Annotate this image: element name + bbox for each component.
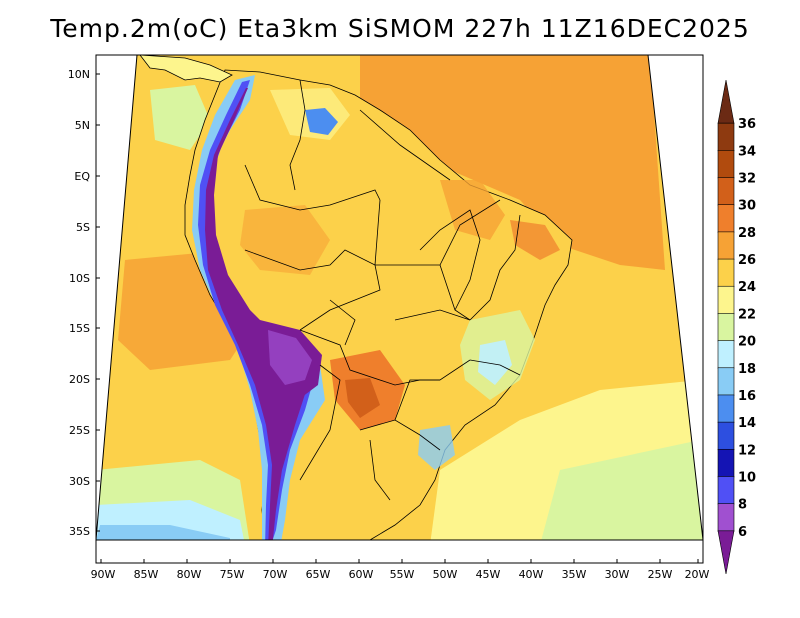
central-america-land <box>139 55 233 83</box>
colorbar-label: 36 <box>738 117 756 132</box>
cool-pacific-north <box>150 85 210 150</box>
lon-tick-label: 20W <box>685 568 710 581</box>
lat-tick-label: 20S <box>69 373 90 386</box>
colorbar-swatch <box>717 313 735 342</box>
lat-tick-label: 30S <box>69 475 90 488</box>
lon-tick-label: 75W <box>220 568 245 581</box>
hot-northeast-coast <box>510 220 560 260</box>
colorbar-label: 6 <box>738 525 747 540</box>
lon-tick-label: 50W <box>433 568 458 581</box>
cold-minas-highlands <box>478 340 512 385</box>
plot-frame <box>95 54 704 564</box>
very-hot-chaco-core <box>345 378 380 418</box>
lat-tick-label: 35S <box>69 525 90 538</box>
colorbar-swatch <box>717 503 735 532</box>
colorbar-label: 22 <box>738 307 756 322</box>
lat-tick-label: 25S <box>69 424 90 437</box>
colorbar-swatch <box>717 204 735 233</box>
colorbar-label: 18 <box>738 362 756 377</box>
cold-south-atlantic <box>540 440 703 540</box>
latitude-axis: 10N 5N EQ 5S 10S 15S 20S 25S 30S 35S <box>68 68 100 538</box>
lon-tick-label: 70W <box>263 568 288 581</box>
lon-tick-label: 45W <box>476 568 501 581</box>
colorbar-label: 20 <box>738 335 756 350</box>
warm-west-amazon <box>240 205 330 275</box>
lon-tick-label: 65W <box>306 568 331 581</box>
colorbar-swatch <box>717 150 735 179</box>
lon-tick-label: 55W <box>390 568 415 581</box>
lat-tick-label: 10N <box>68 68 90 81</box>
colorbar-swatch <box>717 448 735 478</box>
lat-tick-label: 5N <box>75 119 90 132</box>
colorbar-label: 26 <box>738 253 756 268</box>
lon-tick-label: 90W <box>91 568 116 581</box>
country-borders <box>244 79 521 501</box>
colorbar-swatch <box>717 177 735 206</box>
colorbar-label: 14 <box>738 416 756 431</box>
lat-tick-label: 10S <box>69 272 90 285</box>
coldest-south-pacific <box>96 525 230 540</box>
lon-tick-label: 35W <box>562 568 587 581</box>
colorbar-swatch <box>717 285 735 315</box>
altiplano-cold-edge <box>268 330 312 385</box>
map-title: Temp.2m(oC) Eta3km SiSMOM 227h 11Z16DEC2… <box>50 14 750 43</box>
warm-atlantic-region <box>360 55 665 270</box>
colorbar-swatch <box>717 476 735 505</box>
colorbar-label: 28 <box>738 226 756 241</box>
lon-tick-label: 30W <box>605 568 630 581</box>
colorbar-label: 24 <box>738 280 756 295</box>
lat-tick-label: 5S <box>76 221 90 234</box>
colorbar-label: 12 <box>738 443 756 458</box>
lon-tick-label: 85W <box>134 568 159 581</box>
colorbar-swatch <box>717 231 735 260</box>
colorbar-label: 32 <box>738 172 756 187</box>
lon-tick-label: 80W <box>177 568 202 581</box>
colorbar-swatch <box>717 421 735 451</box>
colorbar: 36 34 32 30 28 26 24 22 20 18 16 14 12 10 8 6 <box>717 79 756 575</box>
colorbar-swatch <box>717 367 735 396</box>
map-panel <box>96 55 703 540</box>
lat-tick-label: EQ <box>74 170 90 183</box>
colorbar-label: 10 <box>738 470 756 485</box>
longitude-axis: 90W 85W 80W 75W 70W 65W 60W 55W 50W 45W … <box>91 559 710 581</box>
colorbar-swatch <box>717 258 735 288</box>
andes-coldest-core <box>205 88 308 540</box>
colorbar-label: 8 <box>738 498 747 513</box>
lon-tick-label: 60W <box>349 568 374 581</box>
lat-tick-label: 15S <box>69 322 90 335</box>
colorbar-swatch <box>717 122 735 152</box>
colorbar-label: 16 <box>738 389 756 404</box>
colorbar-label: 34 <box>738 144 756 159</box>
lon-tick-label: 40W <box>519 568 544 581</box>
venezuela-cold-blob <box>305 108 338 135</box>
colorbar-arrow-bottom <box>717 530 735 575</box>
lon-tick-label: 25W <box>648 568 673 581</box>
warm-northeast <box>440 180 505 240</box>
colorbar-swatch <box>717 394 735 423</box>
colorbar-arrow-top <box>717 79 735 124</box>
colorbar-swatch <box>717 340 735 369</box>
colorbar-label: 30 <box>738 199 756 214</box>
